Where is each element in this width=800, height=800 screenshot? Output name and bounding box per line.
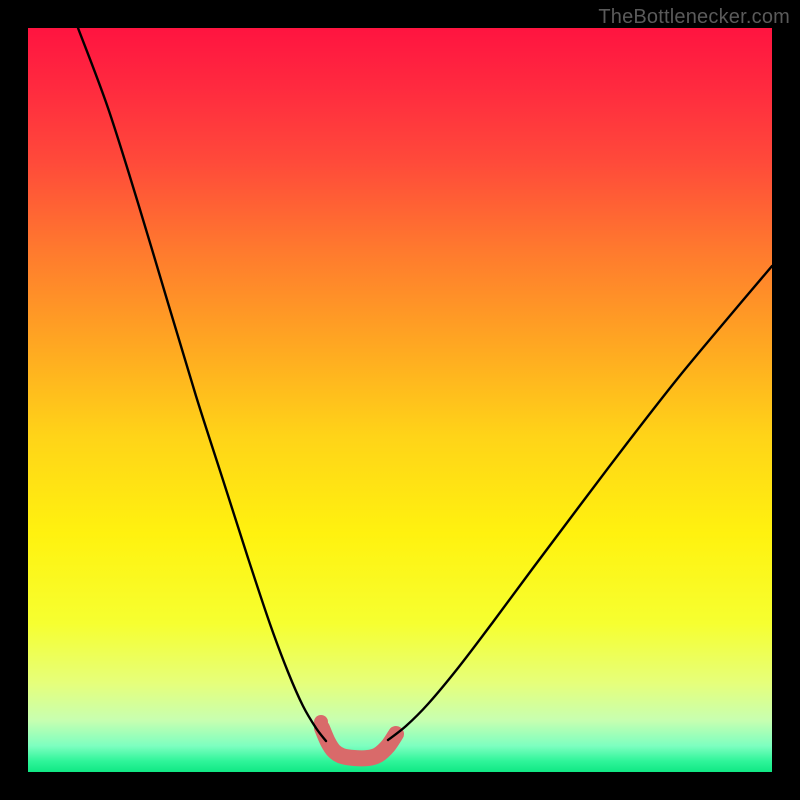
curve-right (388, 266, 772, 740)
watermark-text: TheBottlenecker.com (598, 6, 790, 29)
valley-marker (322, 728, 396, 758)
stage: TheBottlenecker.com (0, 0, 800, 800)
curve-left (78, 28, 326, 741)
chart-panel (28, 28, 772, 772)
chart-svg-layer (28, 28, 772, 772)
